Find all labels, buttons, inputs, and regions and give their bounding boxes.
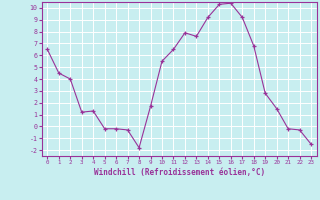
- X-axis label: Windchill (Refroidissement éolien,°C): Windchill (Refroidissement éolien,°C): [94, 168, 265, 177]
